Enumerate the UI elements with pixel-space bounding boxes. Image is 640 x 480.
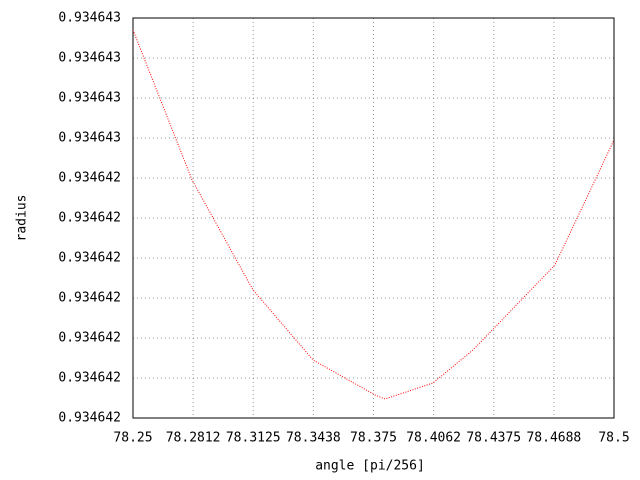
x-tick-label: 78.3125 [226, 431, 281, 446]
x-axis-label: angle [pi/256] [315, 459, 425, 474]
x-tick-label: 78.4375 [466, 431, 521, 446]
y-tick-label: 0.934642 [58, 371, 121, 386]
y-tick-label: 0.934643 [58, 131, 121, 146]
x-tick-label: 78.4062 [406, 431, 461, 446]
x-tick-label: 78.4688 [526, 431, 581, 446]
y-tick-label: 0.934642 [58, 291, 121, 306]
y-tick-label: 0.934642 [58, 251, 121, 266]
x-tick-label: 78.25 [113, 431, 152, 446]
data-line [132, 29, 615, 400]
x-tick-label: 78.3438 [286, 431, 341, 446]
plot-frame [132, 17, 615, 419]
y-tick-label: 0.934642 [58, 171, 121, 186]
y-tick-label: 0.934642 [58, 331, 121, 346]
y-axis-label: radius [15, 195, 30, 242]
y-tick-label: 0.934643 [58, 91, 121, 106]
y-tick-label: 0.934642 [58, 211, 121, 226]
x-tick-label: 78.5 [598, 431, 629, 446]
y-tick-label: 0.934643 [58, 11, 121, 26]
x-tick-label: 78.375 [350, 431, 397, 446]
y-tick-label: 0.934643 [58, 51, 121, 66]
x-tick-label: 78.2812 [166, 431, 221, 446]
y-tick-label: 0.934642 [58, 411, 121, 426]
